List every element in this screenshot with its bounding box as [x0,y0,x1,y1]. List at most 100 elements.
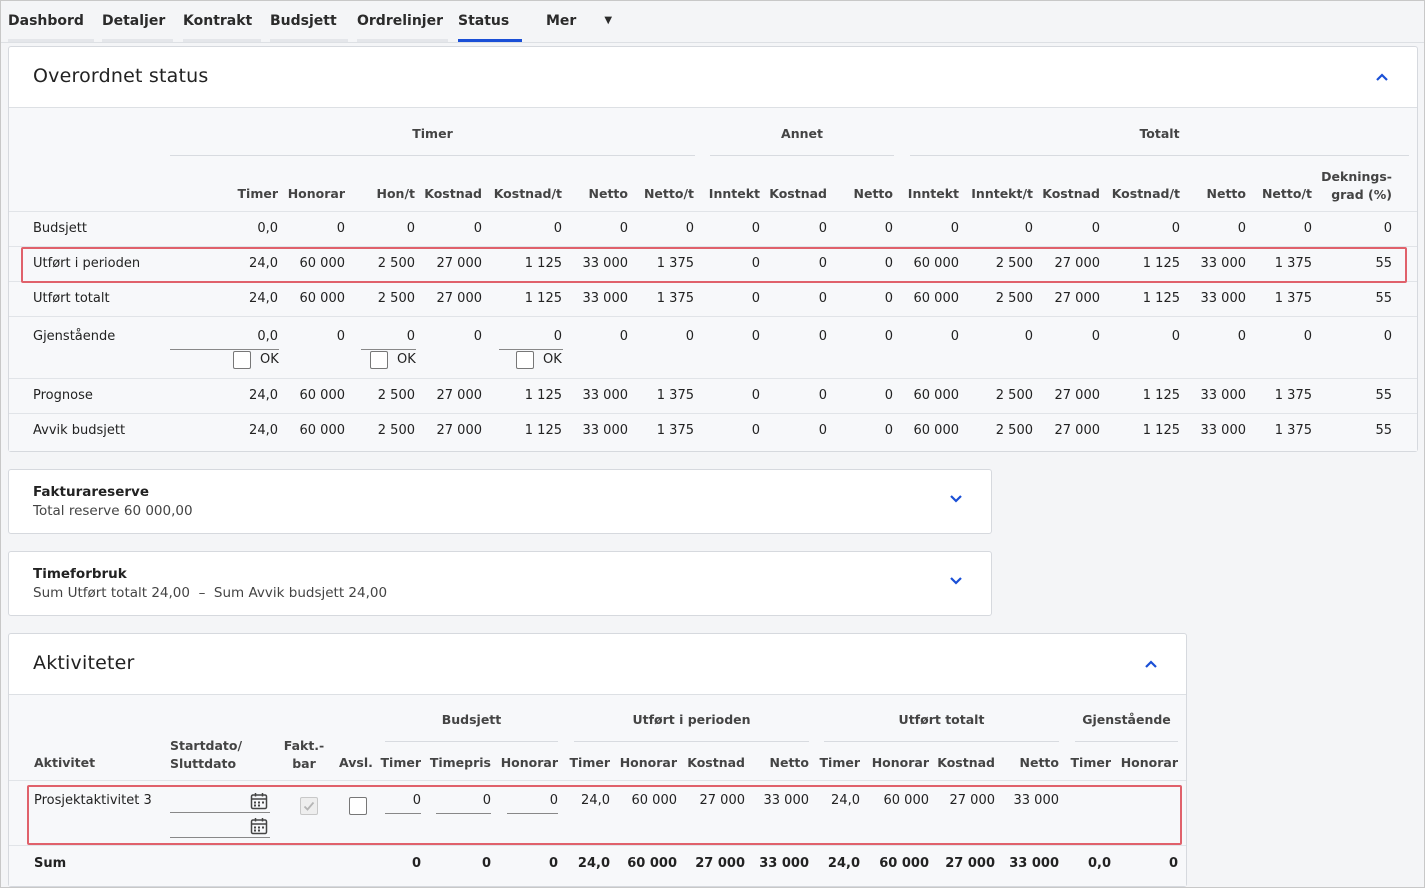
highlight-utfort-perioden [21,247,1407,283]
tab-status[interactable]: Status [458,1,522,42]
gjenstaende-input[interactable] [170,349,279,350]
column-header: Kostnad/t [1111,186,1180,201]
sum-label: Sum [34,856,67,871]
tab-budsjett[interactable]: Budsjett [270,1,348,42]
table-cell: 0 [1171,221,1180,236]
table-cell: 0 [950,329,959,344]
table-cell: 1 375 [656,388,694,403]
table-cell: 0 [553,329,562,344]
table-cell: 0 [884,256,893,271]
table-cell: 0 [751,291,760,306]
gjenstaende-input[interactable] [361,349,416,350]
overview-header[interactable]: Overordnet status [9,47,1417,108]
column-header: Netto [769,755,809,770]
column-header: Netto/t [1261,186,1312,201]
calendar-icon[interactable] [250,792,268,810]
sum-cell: 0 [411,856,421,871]
table-cell: 2 500 [995,388,1033,403]
avsl-checkbox[interactable] [349,797,367,815]
table-cell: 33 000 [1013,793,1060,808]
tab-dashbord[interactable]: Dashbord [8,1,94,42]
table-cell: 2 500 [377,291,415,306]
column-header: Kostnad/t [493,186,562,201]
table-cell: 33 000 [763,793,810,808]
ok-label: OK [260,352,279,367]
chevron-down-icon[interactable] [949,576,963,586]
sum-cell: 0 [1168,856,1178,871]
tab-mer[interactable]: Mer ▼ [546,1,616,42]
start-date-input[interactable] [170,812,270,813]
table-cell: 55 [1375,423,1392,438]
table-cell: 0 [884,221,893,236]
tab-kontrakt[interactable]: Kontrakt [183,1,261,42]
sum-cell: 27 000 [945,856,995,871]
table-cell: 2 500 [377,256,415,271]
table-cell: 0 [1237,221,1246,236]
budget-input-value[interactable]: 0 [482,793,491,808]
gjenstaende-input[interactable] [499,349,563,350]
tab-detaljer[interactable]: Detaljer [102,1,173,42]
table-cell: 0 [1024,329,1033,344]
end-date-input[interactable] [170,837,270,838]
table-cell: 1 375 [656,291,694,306]
chevron-down-icon[interactable] [949,494,963,504]
ok-checkbox[interactable] [370,351,388,369]
table-cell: 0 [336,329,345,344]
column-header: Honorar [1120,755,1178,770]
budget-input-value[interactable]: 0 [412,793,421,808]
activities-panel: Aktiviteter Budsjett Utført i perioden Utf… [8,633,1187,887]
table-cell: 0 [818,388,827,403]
table-cell: 0 [473,329,482,344]
overview-table: Timer Annet Totalt Timer Honorar Hon/t Kostnad… [9,108,1417,451]
budget-input-value[interactable]: 0 [549,793,558,808]
table-cell: 24,0 [581,793,610,808]
tab-label: Budsjett [270,13,337,29]
column-header: Timer [380,755,421,770]
table-cell: 1 125 [524,388,562,403]
column-header: Honorar [619,755,677,770]
table-cell: 24,0 [249,291,278,306]
group-header-timer: Timer [412,126,453,141]
table-cell: 1 375 [1274,388,1312,403]
table-cell: 27 000 [1054,423,1101,438]
tab-label: Ordrelinjer [357,13,443,29]
fakturareserve-detail: Total reserve 60 000,00 [33,503,193,519]
tab-label: Status [458,13,510,29]
ok-checkbox[interactable] [233,351,251,369]
sum-cell: 27 000 [695,856,745,871]
activities-header[interactable]: Aktiviteter [9,634,1186,695]
table-cell: 1 375 [1274,423,1312,438]
table-cell: 60 000 [883,793,930,808]
table-cell: 55 [1375,291,1392,306]
timeforbruk-panel[interactable]: Timeforbruk Sum Utført totalt 24,00 – Su… [8,551,992,616]
group-header-budsjett: Budsjett [441,712,502,727]
column-header: Timer [569,755,610,770]
column-header: Kostnad [937,755,995,770]
column-header: Kostnad [769,186,827,201]
table-cell: 60 000 [913,423,960,438]
chevron-up-icon[interactable] [1375,72,1389,82]
table-cell: 0 [751,256,760,271]
column-header: Honorar [871,755,929,770]
column-header: Netto [853,186,893,201]
table-cell: 2 500 [995,423,1033,438]
fakturareserve-panel[interactable]: Fakturareserve Total reserve 60 000,00 [8,469,992,534]
table-cell: 0 [751,423,760,438]
table-cell: 0 [406,329,415,344]
table-cell: 0 [685,221,694,236]
table-cell: 60 000 [299,388,346,403]
table-cell: 0 [1237,329,1246,344]
tab-ordrelinjer[interactable]: Ordrelinjer [357,1,448,42]
budget-input[interactable] [436,813,491,814]
row-divider [9,845,1186,846]
overview-panel: Overordnet status Timer Annet Totalt Timer H… [8,46,1418,452]
ok-checkbox[interactable] [516,351,534,369]
column-header: Timer [237,186,278,201]
table-cell: 27 000 [1054,256,1101,271]
budget-input[interactable] [385,813,421,814]
calendar-icon[interactable] [250,817,268,835]
chevron-up-icon[interactable] [1144,659,1158,669]
budget-input[interactable] [507,813,558,814]
faktbar-checkbox[interactable] [300,797,318,815]
table-cell: 0 [1171,329,1180,344]
